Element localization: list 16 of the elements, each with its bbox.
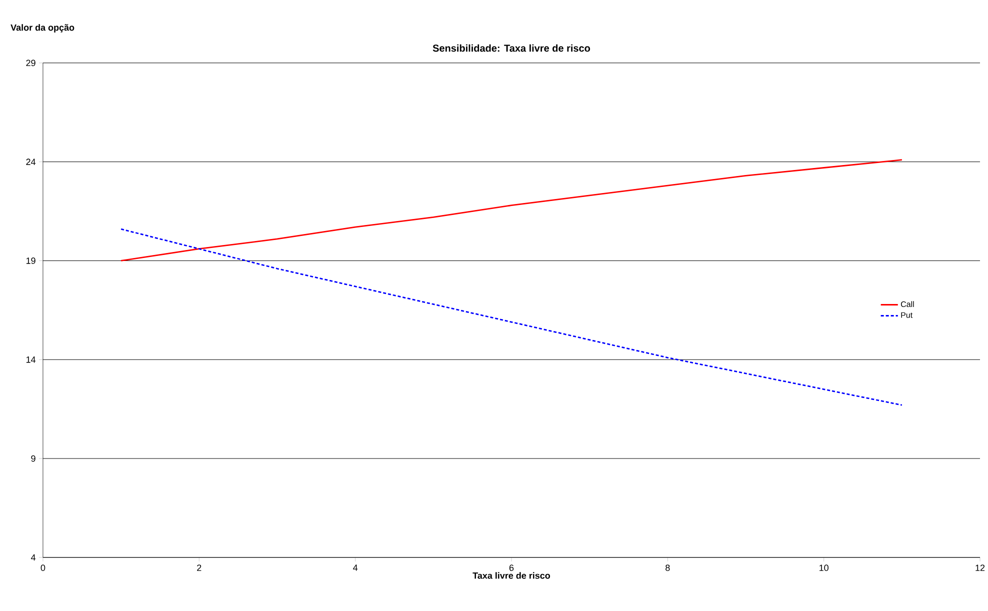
- x-tick-label: 12: [976, 564, 985, 571]
- x-tick-label: 8: [666, 564, 670, 571]
- x-tick-label: 0: [40, 564, 46, 571]
- x-tick-label: 4: [353, 564, 358, 571]
- x-tick-label: 10: [820, 564, 828, 571]
- y-tick-label: 24: [26, 158, 36, 165]
- x-tick-label: 6: [509, 564, 514, 571]
- y-tick-label: 19: [26, 257, 36, 264]
- y-tick-label: 4: [30, 554, 36, 560]
- y-axis-title: Valor da opção: [10, 24, 74, 32]
- x-axis-title: Taxa livre de risco: [472, 572, 550, 579]
- y-tick-label: 14: [26, 356, 36, 363]
- y-tick-label: 29: [26, 60, 36, 66]
- y-tick-label: 9: [31, 455, 36, 462]
- chart-title: Sensibilidade: Taxa livre de risco: [432, 44, 590, 52]
- x-tick-label: 2: [197, 564, 202, 571]
